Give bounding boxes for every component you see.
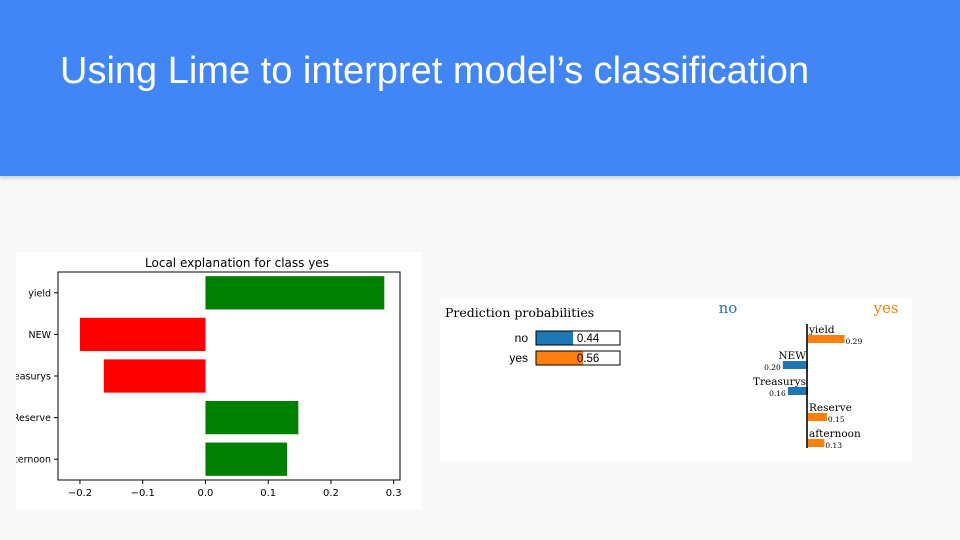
x-tick-labels: −0.2 −0.1 0.0 0.1 0.2 0.3 bbox=[68, 480, 402, 499]
bars-group bbox=[79, 276, 385, 476]
y-tick-label: NEW bbox=[28, 330, 51, 341]
y-tick-label: yield bbox=[28, 288, 51, 299]
x-tick-label: 0.2 bbox=[323, 488, 339, 499]
feature-bar-reserve bbox=[808, 413, 827, 421]
feature-name-treasurys: Treasurys bbox=[753, 376, 806, 388]
lime-explanation-figure: Prediction probabilities no 0.44 yes 0.56 n… bbox=[445, 299, 899, 450]
feature-value-afternoon: 0.13 bbox=[825, 441, 842, 450]
x-tick-label: −0.2 bbox=[68, 488, 92, 499]
x-tick-label: 0.1 bbox=[260, 488, 276, 499]
feature-bar-treasurys bbox=[787, 387, 808, 395]
feature-value-yield: 0.29 bbox=[846, 337, 863, 346]
x-tick-label: −0.1 bbox=[131, 488, 155, 499]
prob-label-yes: yes bbox=[509, 351, 528, 365]
feature-value-new: 0.20 bbox=[764, 363, 781, 372]
bar-yield bbox=[205, 276, 385, 310]
prob-value-yes: 0.56 bbox=[577, 353, 599, 365]
feature-value-reserve: 0.15 bbox=[828, 415, 845, 424]
bar-treasurys bbox=[103, 359, 206, 393]
prob-bar-yes bbox=[536, 351, 584, 365]
prob-value-no: 0.44 bbox=[577, 333, 600, 345]
slide-title: Using Lime to interpret model’s classifi… bbox=[60, 50, 810, 92]
feature-value-treasurys: 0.16 bbox=[769, 389, 786, 398]
slide-header: Using Lime to interpret model’s classifi… bbox=[0, 0, 960, 176]
prediction-probability-bars: no 0.44 yes 0.56 bbox=[509, 330, 621, 366]
x-tick-label: 0.0 bbox=[198, 488, 214, 499]
class-label-yes: yes bbox=[872, 299, 898, 317]
prob-bar-frame bbox=[535, 350, 621, 366]
feature-name-reserve: Reserve bbox=[809, 402, 852, 414]
bar-reserve bbox=[205, 400, 299, 435]
chart-title: Local explanation for class yes bbox=[145, 256, 329, 270]
plot-frame bbox=[57, 271, 401, 481]
y-tick-labels: yield NEW Treasurys Reserve afternoon bbox=[16, 288, 58, 466]
feature-bar-yield bbox=[808, 335, 845, 343]
prob-bar-frame bbox=[535, 330, 621, 346]
bar-new bbox=[79, 317, 206, 352]
feature-bar-afternoon bbox=[808, 439, 825, 447]
feature-name-yield: yield bbox=[808, 324, 835, 336]
y-tick-label: afternoon bbox=[16, 455, 51, 466]
x-tick-label: 0.3 bbox=[386, 488, 402, 499]
lime-bar-chart: Local explanation for class yes yield NEW… bbox=[16, 256, 402, 499]
class-label-no: no bbox=[719, 299, 738, 317]
feature-name-afternoon: afternoon bbox=[809, 428, 861, 440]
lime-explanation-panel: Prediction probabilities no 0.44 yes 0.56 n… bbox=[440, 298, 912, 462]
prob-label-no: no bbox=[515, 331, 529, 345]
feature-bar-new bbox=[782, 361, 808, 369]
lime-bar-chart-panel: Local explanation for class yes yield NEW… bbox=[16, 252, 422, 510]
feature-name-new: NEW bbox=[778, 350, 806, 362]
y-tick-label: Reserve bbox=[16, 413, 51, 424]
prediction-probabilities-title: Prediction probabilities bbox=[445, 305, 594, 320]
bar-afternoon bbox=[205, 442, 288, 476]
y-tick-label: Treasurys bbox=[16, 372, 51, 383]
prob-bar-no bbox=[536, 331, 573, 345]
